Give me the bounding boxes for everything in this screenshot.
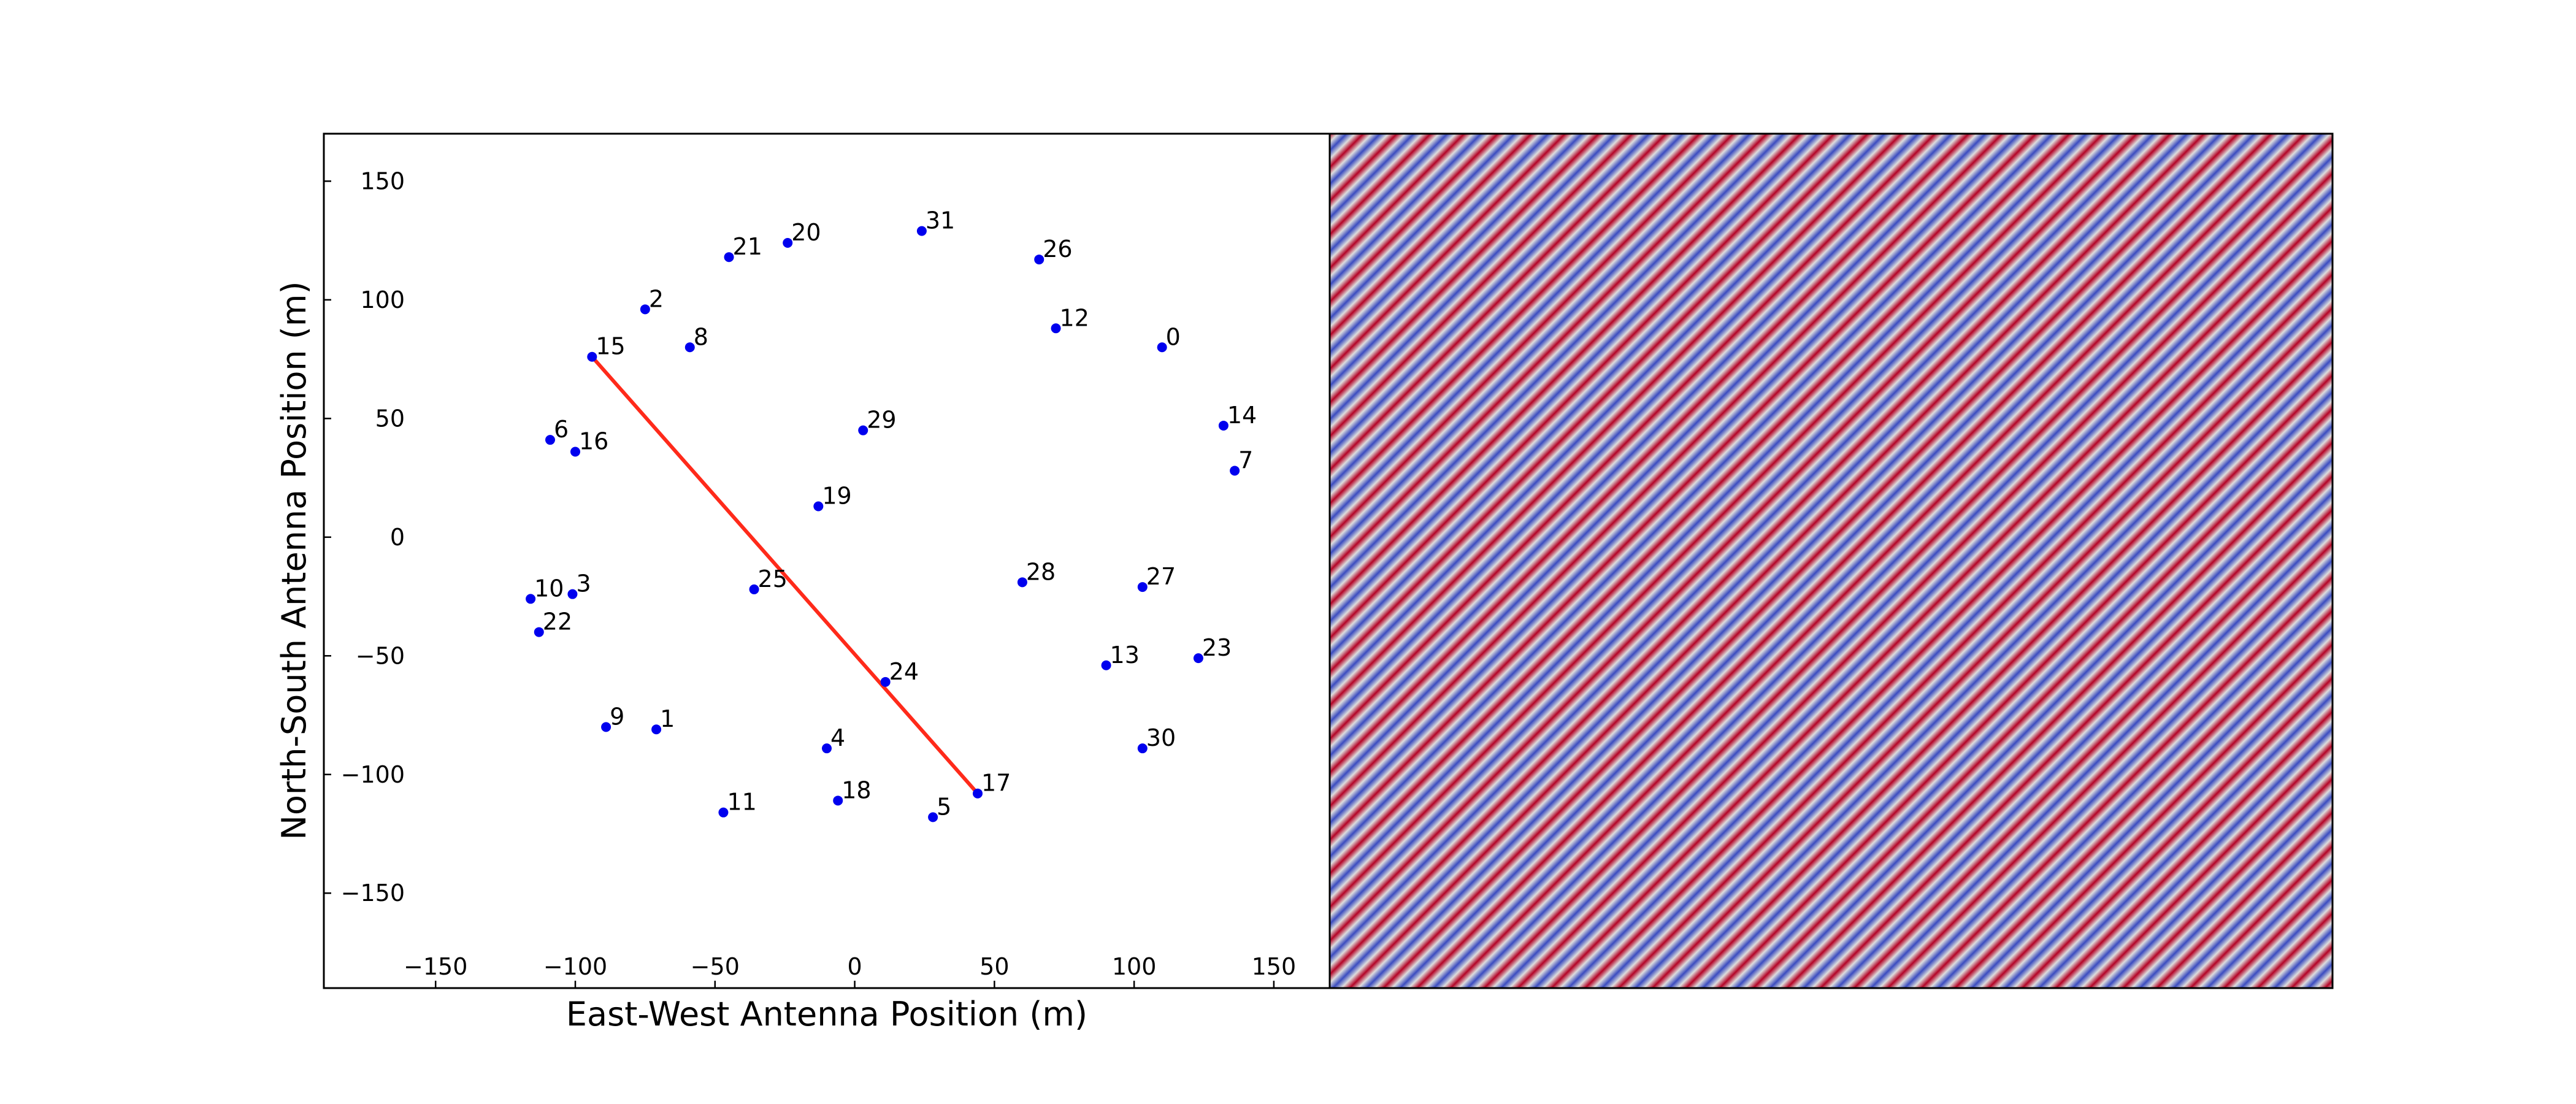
antenna-point	[534, 627, 544, 637]
antenna-point	[570, 447, 580, 457]
antenna-label: 19	[822, 483, 851, 510]
antenna-points-layer	[526, 226, 1240, 822]
antenna-point	[1157, 342, 1167, 353]
y-tick-label: −50	[356, 642, 405, 669]
antenna-label: 20	[791, 219, 821, 246]
antenna-point	[1137, 582, 1148, 592]
antenna-point	[1034, 255, 1045, 265]
y-tick-label: −150	[341, 880, 405, 907]
antenna-point	[928, 812, 938, 822]
baseline-layer	[591, 355, 979, 795]
antenna-point	[833, 795, 843, 806]
antenna-point	[651, 724, 662, 735]
x-tick-label: 150	[1252, 953, 1297, 980]
x-tick-label: −100	[543, 953, 607, 980]
antenna-label: 8	[694, 323, 708, 350]
y-axis-title: North-South Antenna Position (m)	[275, 281, 313, 840]
antenna-label: 23	[1202, 634, 1232, 661]
antenna-point	[601, 722, 611, 732]
antenna-point	[526, 594, 536, 604]
antenna-point	[1218, 420, 1229, 431]
antenna-point	[813, 501, 824, 512]
antenna-label: 16	[579, 428, 608, 455]
antenna-point	[1193, 653, 1203, 664]
antenna-point	[567, 589, 578, 599]
x-tick-label: 50	[979, 953, 1009, 980]
antenna-label: 22	[543, 608, 572, 635]
antenna-label: 29	[867, 407, 896, 434]
antenna-point	[587, 351, 597, 362]
antenna-point	[880, 677, 891, 687]
antenna-point	[916, 226, 927, 236]
x-tick-label: −150	[404, 953, 467, 980]
antenna-point	[1017, 577, 1027, 588]
antenna-label: 6	[554, 416, 569, 443]
antenna-point	[545, 435, 555, 445]
antenna-point	[1230, 466, 1240, 476]
antenna-label: 0	[1166, 323, 1181, 350]
antenna-label: 11	[727, 789, 756, 816]
antenna-label: 31	[926, 207, 955, 234]
y-tick-label: 150	[360, 167, 405, 194]
y-tick-label: 0	[390, 524, 405, 551]
antenna-label: 4	[830, 724, 845, 751]
antenna-label: 9	[610, 703, 624, 730]
antenna-point	[1137, 743, 1148, 754]
x-tick-label: 100	[1112, 953, 1157, 980]
y-tick-label: 100	[360, 286, 405, 313]
y-tick-label: −100	[341, 761, 405, 788]
antenna-label: 10	[534, 575, 564, 602]
antenna-point	[1051, 323, 1061, 334]
antenna-point	[749, 584, 759, 594]
antenna-label: 24	[889, 658, 919, 685]
antenna-label: 14	[1227, 402, 1257, 429]
antenna-label: 21	[733, 233, 762, 260]
fringe-heatmap	[1330, 134, 2333, 988]
antenna-label: 15	[596, 333, 625, 360]
antenna-point	[640, 304, 650, 315]
antenna-label: 26	[1043, 236, 1072, 263]
antenna-label: 13	[1110, 642, 1140, 669]
antenna-point	[718, 807, 729, 818]
antenna-point	[973, 788, 983, 799]
x-axis-title: East-West Antenna Position (m)	[566, 995, 1087, 1033]
antenna-label: 7	[1238, 447, 1253, 473]
antenna-label: 3	[576, 570, 591, 597]
antenna-label: 17	[981, 770, 1011, 797]
fringe-pattern-panel	[1328, 132, 2334, 989]
scatter-plot-frame	[324, 134, 1330, 988]
antenna-point	[822, 743, 832, 754]
antenna-label: 2	[649, 285, 664, 312]
x-axis-ticks: −150 −100 −50 0 50 100 150	[404, 953, 1296, 988]
antenna-point	[1101, 660, 1111, 670]
antenna-point	[858, 425, 868, 435]
antenna-label: 12	[1060, 304, 1089, 331]
y-tick-label: 50	[375, 405, 405, 432]
antenna-label: 25	[758, 565, 788, 592]
antenna-label: 1	[660, 705, 675, 732]
x-tick-label: −50	[691, 953, 740, 980]
heatmap-border	[1328, 132, 2334, 989]
antenna-label: 30	[1146, 724, 1176, 751]
antenna-point	[783, 237, 793, 248]
x-tick-label: 0	[847, 953, 862, 980]
baseline-line	[591, 355, 979, 795]
antenna-label: 27	[1146, 563, 1176, 590]
antenna-label: 18	[841, 776, 871, 803]
antenna-point	[684, 342, 695, 353]
antenna-label: 5	[937, 793, 951, 820]
y-axis-ticks: −150 −100 −50 0 50 100 150	[324, 167, 405, 907]
antenna-label: 28	[1026, 558, 1056, 585]
antenna-point	[724, 252, 734, 263]
